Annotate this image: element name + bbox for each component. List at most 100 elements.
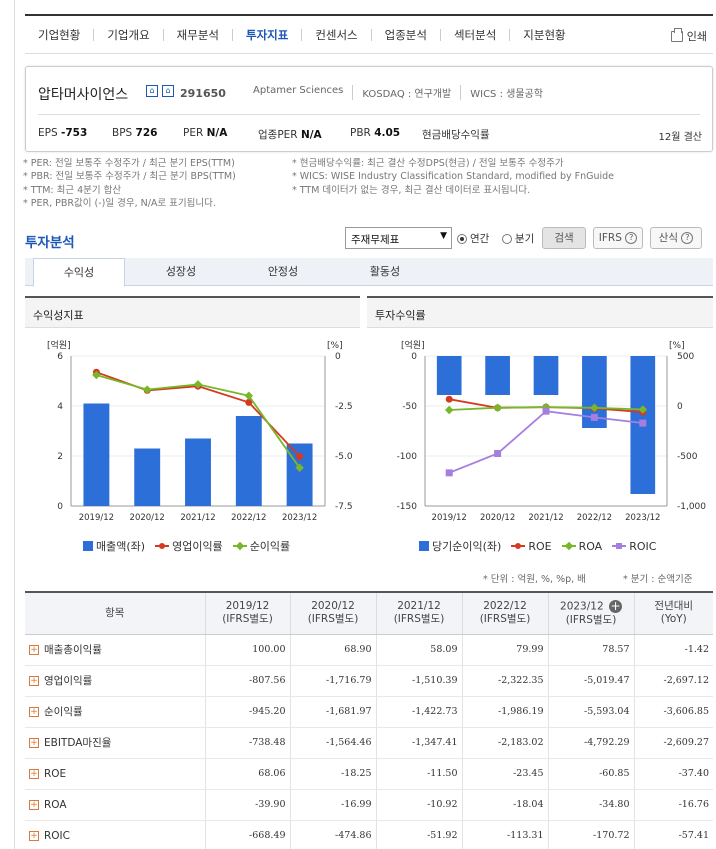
radio-annual[interactable]: 연간 [457, 231, 489, 246]
legend-item[interactable]: 매출액(좌) [83, 538, 145, 554]
expand-icon[interactable]: + [29, 738, 39, 748]
row-label-cell[interactable]: + ROA [25, 789, 205, 821]
legend-item[interactable]: 영업이익률 [155, 538, 223, 554]
radio-label: 연간 [470, 233, 490, 245]
nav-tab[interactable]: 기업현황 [25, 28, 95, 41]
add-column-icon[interactable]: + [608, 599, 622, 613]
y-tick-label: -100 [397, 452, 418, 462]
y-tick-label: 4 [57, 402, 63, 412]
subtab-activity[interactable]: 활동성 [369, 265, 401, 278]
table-cell: -37.40 [633, 758, 713, 790]
nav-tab[interactable]: 재무분석 [164, 28, 233, 41]
column-header[interactable]: 2021/12 (IFRS별도) [375, 592, 462, 635]
table-cell: -2,322.35 [461, 665, 548, 697]
row-label-cell[interactable]: + ROIC [25, 820, 205, 849]
bar-swatch-icon [419, 541, 429, 551]
expand-icon[interactable]: + [29, 830, 39, 841]
table-cell: -51.92 [375, 820, 462, 849]
table-row: + 순이익률 -945.20 -1,681.97 -1,422.73 -1,986.19-… [25, 696, 713, 728]
table-cell: -945.20 [204, 696, 290, 728]
ifrs-button[interactable]: IFRS ? [593, 227, 643, 249]
expand-icon[interactable]: + [29, 676, 39, 686]
bar [533, 356, 559, 395]
nav-tab[interactable]: 컨센서스 [302, 28, 372, 41]
subtab-growth[interactable]: 성장성 [165, 265, 197, 278]
printer-icon [670, 27, 683, 42]
column-header[interactable]: 2022/12 (IFRS별도) [461, 592, 548, 635]
table-row: + 영업이익률 -807.56 -1,716.79 -1,510.39 -2,322.35… [25, 665, 713, 697]
point [92, 370, 101, 380]
legend-item[interactable]: ROE [511, 540, 552, 553]
column-header[interactable]: 2020/12 (IFRS별도) [289, 592, 376, 635]
subtab-stability[interactable]: 안정성 [267, 265, 299, 278]
nav-tab[interactable]: 기업개요 [94, 28, 164, 41]
expand-icon[interactable]: + [29, 645, 39, 655]
point [444, 405, 454, 415]
table-cell: 78.57 [547, 634, 634, 666]
nav-tab[interactable]: 지분현황 [523, 27, 566, 42]
expand-icon[interactable]: + [29, 768, 39, 779]
subtab-profitability[interactable]: 수익성 [33, 258, 125, 287]
table-cell: -3,606.85 [633, 696, 713, 728]
row-label-cell[interactable]: + ROE [25, 758, 205, 790]
y-tick-label: -50 [402, 402, 417, 412]
legend-label: 순이익률 [249, 540, 291, 553]
ir-icon[interactable]: ⌂ [162, 85, 174, 97]
y2-tick-label: -1,000 [677, 502, 706, 512]
row-label-cell[interactable]: + EBITDA마진율 [25, 727, 205, 759]
expand-icon[interactable]: + [29, 799, 39, 810]
column-header[interactable]: 2019/12 (IFRS별도) [204, 592, 290, 635]
print-button[interactable]: 인쇄 [670, 27, 707, 44]
expand-icon[interactable]: + [29, 707, 39, 717]
x-tick-label: 2022/12 [577, 513, 612, 523]
note-line: * 현금배당수익률: 최근 결산 수정DPS(현금) / 전일 보통주 수정주가 [292, 158, 564, 169]
statement-select[interactable]: 주재무제표 ▼ [345, 227, 452, 249]
line-swatch-icon [155, 541, 170, 551]
y-tick-label: 2 [57, 452, 63, 462]
ifrs-label: IFRS [598, 232, 622, 244]
bar [436, 356, 462, 395]
radio-quarter[interactable]: 분기 [502, 231, 534, 246]
sector-per-stat: 업종PER N/A [258, 129, 322, 141]
formula-button[interactable]: 산식 ? [650, 227, 702, 249]
table-cell: -39.90 [204, 789, 290, 821]
x-tick-label: 2021/12 [180, 513, 215, 523]
table-cell: -1.42 [633, 634, 713, 666]
nav-tab-active[interactable]: 투자지표 [233, 28, 303, 41]
y-tick-label: 6 [57, 352, 63, 362]
table-cell: -5,593.04 [547, 696, 634, 728]
x-tick-label: 2021/12 [528, 513, 563, 523]
y2-tick-label: -5.0 [335, 452, 353, 462]
company-summary: 압타머사이언스 ⌂ ⌂ 291650 Aptamer Sciences KOSD… [25, 66, 713, 152]
left-axis-unit: [억원] [47, 339, 71, 351]
point [296, 452, 304, 460]
bar [83, 403, 110, 506]
row-label-cell[interactable]: + 영업이익률 [25, 665, 205, 697]
chevron-down-icon: ▼ [440, 231, 447, 241]
homepage-icon[interactable]: ⌂ [146, 85, 158, 97]
nav-tab[interactable]: 섹터분석 [441, 28, 511, 41]
table-row: + 매출총이익률 100.00 68.90 58.09 79.99 78.57 -1.42 [25, 634, 713, 666]
legend-item[interactable]: ROIC [612, 540, 656, 553]
help-icon: ? [681, 232, 694, 244]
search-button[interactable]: 검색 [542, 227, 586, 249]
legend-item[interactable]: 당기순이익(좌) [419, 538, 501, 554]
legend-item[interactable]: ROA [561, 540, 602, 553]
column-header[interactable]: 2023/12 + (IFRS별도) [547, 592, 634, 635]
table-cell: -2,609.27 [633, 727, 713, 759]
table-cell: -10.92 [375, 789, 462, 821]
row-label-cell[interactable]: + 순이익률 [25, 696, 205, 728]
y2-tick-label: -500 [677, 452, 698, 462]
table-cell: -1,716.79 [289, 665, 376, 697]
row-label: 영업이익률 [44, 675, 93, 687]
table-cell: -2,183.02 [461, 727, 548, 759]
row-label-cell[interactable]: + 매출총이익률 [25, 634, 205, 666]
chart-legend: 매출액(좌) 영업이익률 순이익률 [83, 538, 290, 554]
legend-item[interactable]: 순이익률 [232, 538, 291, 554]
point [245, 398, 253, 406]
table-cell: 79.99 [461, 634, 548, 666]
table-cell: -668.49 [204, 820, 290, 849]
nav-tab[interactable]: 업종분석 [372, 28, 441, 41]
y2-tick-label: 500 [677, 352, 694, 362]
subtab-bar: 수익성 성장성 안정성 활동성 [25, 258, 713, 287]
